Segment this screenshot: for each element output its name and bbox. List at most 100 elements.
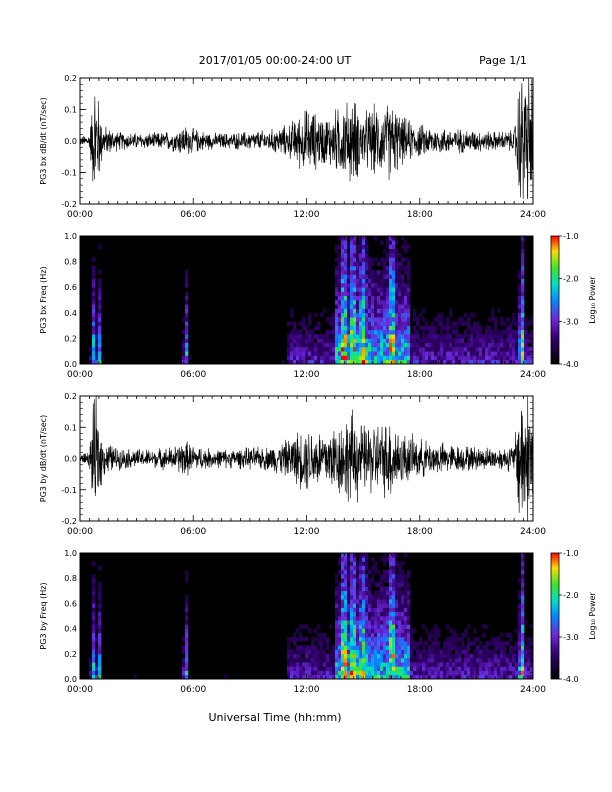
spectrogram-cell: [359, 599, 363, 604]
spectrogram-cell: [521, 674, 525, 679]
spectrogram-cell: [398, 574, 402, 579]
spectrogram-cell: [380, 355, 384, 361]
spectrogram-cell: [383, 295, 387, 301]
spectrogram-cell: [362, 645, 366, 650]
spectrogram-cell: [515, 338, 519, 343]
spectrogram-cell: [494, 346, 498, 352]
y-tick-label: -0.2: [61, 517, 77, 526]
spectrogram-cell: [341, 578, 345, 583]
spectrogram-cell: [185, 599, 189, 604]
spectrogram-cell: [443, 338, 447, 343]
spectrogram-cell: [395, 607, 399, 613]
spectrogram-cell: [515, 346, 519, 352]
spectrogram-cell: [422, 649, 426, 655]
spectrogram-cell: [518, 304, 522, 309]
spectrogram-cell: [491, 351, 495, 356]
spectrogram-cell: [431, 338, 435, 343]
spectrogram-cell: [359, 590, 363, 596]
spectrogram-cell: [356, 291, 360, 297]
spectrogram-cell: [356, 565, 360, 571]
spectrogram-cell: [503, 346, 507, 352]
spectrogram-cell: [434, 670, 438, 676]
spectrogram-cell: [518, 308, 522, 314]
spectrogram-cell: [470, 641, 474, 646]
spectrogram-cell: [311, 670, 315, 676]
spectrogram-cell: [458, 670, 462, 676]
spectrogram-cell: [461, 670, 465, 676]
spectrogram-cell: [416, 666, 420, 671]
spectrogram-cell: [452, 329, 456, 335]
spectrogram-cell: [461, 637, 465, 642]
spectrogram-cell: [455, 632, 459, 638]
colorbar-tick-label: -2.0: [563, 591, 579, 600]
spectrogram-cell: [506, 334, 510, 339]
spectrogram-cell: [344, 291, 348, 297]
spectrogram-cell: [410, 670, 414, 676]
spectrogram-cell: [371, 607, 375, 613]
spectrogram-cell: [92, 590, 96, 596]
spectrogram-cell: [401, 603, 405, 608]
spectrogram-cell: [92, 321, 96, 326]
spectrogram-cell: [356, 607, 360, 613]
spectrogram-cell: [521, 261, 525, 267]
spectrogram-cell: [497, 645, 501, 650]
spectrogram-cell: [359, 346, 363, 352]
spectrogram-cell: [407, 599, 411, 604]
spectrogram-cell: [509, 666, 513, 671]
spectrogram-cell: [347, 312, 351, 318]
spectrogram-cell: [389, 658, 393, 663]
spectrogram-cell: [347, 287, 351, 292]
spectrogram-cell: [293, 329, 297, 335]
spectrogram-cell: [476, 666, 480, 671]
spectrogram-cell: [92, 586, 96, 592]
spectrogram-cell: [89, 674, 93, 679]
spectrogram-cell: [440, 351, 444, 356]
x-tick-label: 18:00: [407, 370, 433, 380]
spectrogram-cell: [521, 248, 525, 254]
spectrogram-cell: [356, 257, 360, 262]
spectrogram-cell: [341, 674, 345, 679]
spectrogram-cell: [428, 666, 432, 671]
spectrogram-cell: [374, 620, 378, 625]
spectrogram-cell: [449, 312, 453, 318]
spectrogram-cell: [464, 312, 468, 318]
spectrogram-cell: [440, 312, 444, 318]
spectrogram-cell: [341, 561, 345, 566]
spectrogram-cell: [389, 346, 393, 352]
spectrogram-cell: [407, 261, 411, 267]
spectrogram-cell: [401, 321, 405, 326]
spectrogram-cell: [470, 662, 474, 667]
spectrogram-cell: [518, 645, 522, 650]
spectrogram-cell: [380, 603, 384, 608]
spectrogram-cell: [374, 295, 378, 301]
spectrogram-cell: [350, 300, 354, 305]
spectrogram-cell: [422, 334, 426, 339]
spectrogram-cell: [422, 658, 426, 663]
spectrogram-cell: [359, 658, 363, 663]
spectrogram-cell: [392, 641, 396, 646]
spectrogram-cell: [332, 317, 336, 322]
spectrogram-cell: [434, 351, 438, 356]
spectrogram-cell: [356, 624, 360, 629]
spectrogram-cell: [371, 321, 375, 326]
spectrogram-cell: [347, 590, 351, 596]
spectrogram-cell: [467, 624, 471, 629]
spectrogram-cell: [350, 257, 354, 262]
spectrogram-cell: [392, 270, 396, 275]
spectrogram-cell: [527, 346, 531, 352]
spectrogram-cell: [374, 674, 378, 679]
spectrogram-cell: [341, 317, 345, 322]
spectrogram-cell: [362, 308, 366, 314]
spectrogram-cell: [431, 325, 435, 331]
spectrogram-cell: [362, 611, 366, 617]
spectrogram-cell: [95, 351, 99, 356]
spectrogram-cell: [344, 240, 348, 245]
spectrogram-cell: [338, 300, 342, 305]
spectrogram-cell: [380, 620, 384, 625]
spectrogram-cell: [437, 628, 441, 634]
spectrogram-cell: [383, 595, 387, 600]
spectrogram-cell: [353, 641, 357, 646]
spectrogram-cell: [515, 321, 519, 326]
spectrogram-cell: [380, 317, 384, 322]
spectrogram-cell: [359, 312, 363, 318]
